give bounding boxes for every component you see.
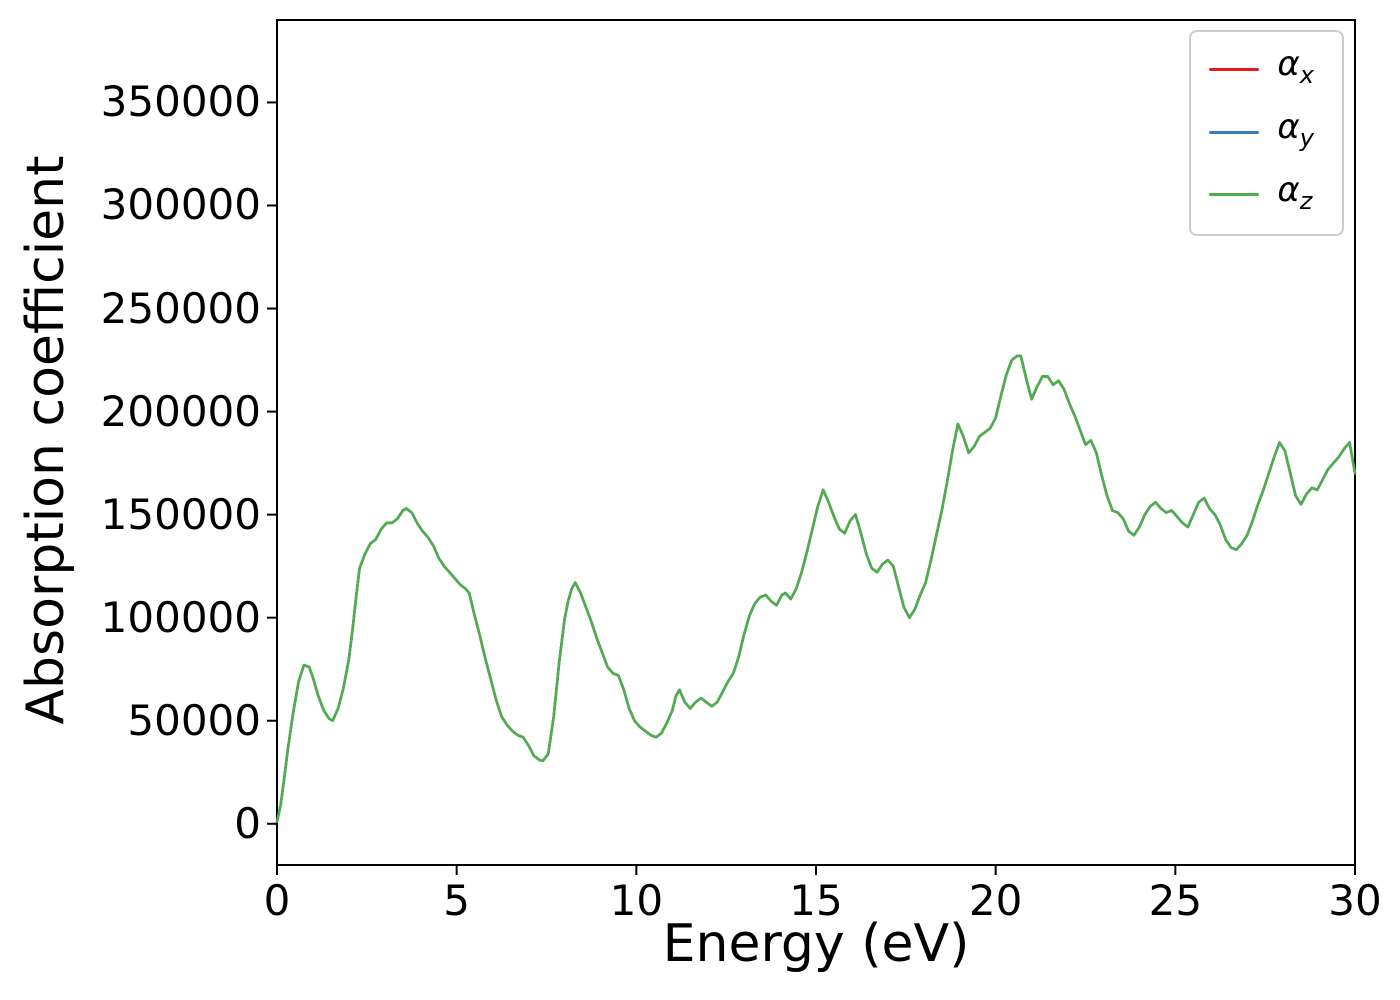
series-line-alpha_y (275, 354, 1357, 823)
x-tick-label: 10 (609, 876, 664, 925)
series-line-alpha_z (275, 354, 1357, 823)
legend-label: αx (1277, 44, 1314, 89)
legend-line-sample (1209, 130, 1260, 134)
series-line-alpha_x (275, 354, 1357, 823)
y-tick-label: 300000 (100, 180, 261, 230)
x-tick-label: 30 (1328, 876, 1382, 925)
legend-entry-alpha_x: αx (1209, 44, 1314, 95)
y-tick-label: 250000 (100, 283, 261, 333)
y-tick-label: 0 (234, 798, 261, 848)
y-tick-label: 50000 (127, 695, 261, 745)
x-tick-label: 20 (968, 876, 1023, 925)
legend-entry-alpha_y: αy (1209, 107, 1314, 158)
y-tick-label: 200000 (100, 386, 261, 436)
x-tick-label: 25 (1148, 876, 1203, 925)
x-tick-label: 5 (443, 876, 471, 925)
legend: αx αy αz (1189, 30, 1344, 237)
x-tick-label: 15 (789, 876, 843, 925)
x-tick-label: 0 (263, 876, 291, 925)
legend-label: αy (1277, 106, 1314, 152)
legend-line-sample (1209, 67, 1260, 71)
y-tick-label: 350000 (100, 77, 261, 127)
legend-label: αz (1277, 169, 1313, 215)
legend-entry-alpha_z: αz (1209, 170, 1314, 221)
x-axis-label: Energy (eV) (662, 914, 970, 974)
y-tick-label: 100000 (100, 592, 261, 642)
y-tick-label: 150000 (100, 489, 261, 539)
legend-line-sample (1209, 193, 1260, 197)
y-tick-labels: 0 50000 100000 150000 200000 250000 300000 3500… (0, 0, 263, 1000)
x-tick-labels: 0 5 10 15 20 25 30 (0, 877, 1400, 937)
